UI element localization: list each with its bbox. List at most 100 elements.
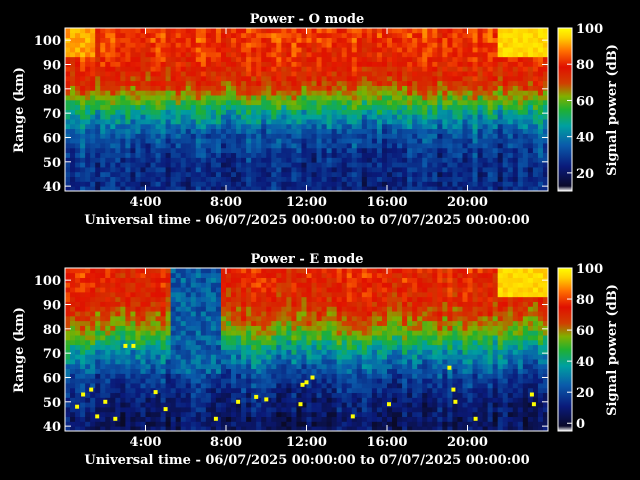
heatmap-cell (236, 109, 242, 115)
heatmap-cell (356, 181, 363, 187)
heatmap-cell (220, 411, 227, 418)
heatmap-cell (336, 109, 343, 115)
heatmap-cell (271, 75, 277, 82)
heatmap-cell (145, 85, 151, 91)
heatmap-cell (542, 119, 549, 125)
heatmap-cell (381, 114, 388, 120)
heatmap-cell (115, 301, 121, 307)
heatmap-cell (321, 61, 328, 67)
heatmap-cell (155, 152, 161, 158)
heatmap-cell (70, 51, 76, 58)
heatmap-cell (301, 306, 307, 312)
heatmap-cell (236, 354, 242, 360)
heatmap-cell (130, 71, 136, 77)
heatmap-cell (301, 37, 307, 43)
heatmap-cell (487, 37, 494, 43)
heatmap-cell (140, 32, 146, 38)
heatmap-cell (170, 335, 177, 341)
heatmap-cell (366, 114, 373, 120)
heatmap-cell (175, 143, 182, 149)
heatmap-cell (75, 282, 81, 288)
heatmap-cell (75, 378, 81, 384)
heatmap-cell (497, 95, 504, 101)
heatmap-cell (125, 128, 131, 134)
heatmap-cell (407, 51, 413, 58)
heatmap-cell (286, 282, 292, 288)
heatmap-cell (527, 162, 534, 168)
heatmap-cell (472, 66, 478, 72)
heatmap-cell (190, 56, 197, 62)
heatmap-cell (482, 75, 489, 82)
heatmap-cell (185, 387, 192, 394)
heatmap-cell (130, 186, 136, 192)
heatmap-cell (316, 85, 322, 91)
heatmap-cell (210, 56, 217, 62)
heatmap-cell (462, 119, 468, 125)
heatmap-cell (95, 167, 101, 173)
heatmap-cell (200, 363, 207, 370)
heatmap-cell (527, 95, 534, 101)
heatmap-cell (507, 80, 514, 86)
heatmap-cell (236, 171, 242, 178)
heatmap-cell (236, 315, 242, 322)
heatmap-cell (170, 133, 177, 139)
heatmap-cell (236, 296, 242, 302)
heatmap-cell (195, 143, 202, 149)
heatmap-cell (241, 392, 247, 398)
heatmap-cell (346, 128, 353, 134)
heatmap-cell (281, 368, 287, 374)
heatmap-cell (75, 426, 81, 432)
heatmap-cell (241, 296, 247, 302)
heatmap-cell (376, 104, 383, 110)
heatmap-cell (387, 66, 393, 72)
heatmap-cell (105, 416, 111, 422)
heatmap-cell (261, 291, 267, 298)
heatmap-cell (65, 311, 71, 317)
heatmap-cell (417, 109, 423, 115)
heatmap-cell (105, 296, 111, 302)
heatmap-cell (110, 335, 116, 341)
heatmap-cell (351, 186, 358, 192)
heatmap-cell (190, 411, 197, 418)
heatmap-cell (110, 291, 116, 298)
heatmap-cell (65, 80, 71, 86)
heatmap-cell (286, 95, 292, 101)
heatmap-cell (155, 176, 161, 182)
heatmap-cell (190, 28, 197, 34)
heatmap-cell (115, 80, 121, 86)
heatmap-cell (341, 42, 348, 48)
heatmap-cell (200, 402, 207, 408)
heatmap-cell (195, 268, 202, 274)
heatmap-cell (452, 157, 458, 163)
heatmap-cell (467, 85, 473, 91)
heatmap-cell (256, 133, 262, 139)
heatmap-cell (236, 378, 242, 384)
heatmap-cell (115, 167, 121, 173)
heatmap-cell (85, 42, 91, 48)
heatmap-cell (165, 171, 172, 178)
heatmap-cell (175, 287, 182, 293)
heatmap-cell (110, 373, 116, 379)
heatmap-cell (301, 402, 307, 408)
heatmap-cell (291, 349, 297, 355)
heatmap-cell (387, 114, 393, 120)
heatmap-cell (210, 268, 217, 274)
heatmap-cell (125, 28, 131, 34)
heatmap-cell (160, 378, 167, 384)
heatmap-cell (160, 95, 167, 101)
heatmap-cell (85, 167, 91, 173)
heatmap-cell (175, 95, 182, 101)
heatmap-cell (522, 119, 529, 125)
heatmap-cell (422, 104, 428, 110)
heatmap-cell (452, 162, 458, 168)
heatmap-cell (246, 416, 252, 422)
heatmap-cell (462, 66, 468, 72)
heatmap-cell (537, 167, 544, 173)
heatmap-cell (185, 28, 192, 34)
heatmap-cell (65, 416, 71, 422)
heatmap-cell (210, 104, 217, 110)
heatmap-cell (90, 176, 96, 182)
heatmap-cell (226, 363, 232, 370)
heatmap-cell (306, 176, 312, 182)
heatmap-cell (306, 354, 312, 360)
